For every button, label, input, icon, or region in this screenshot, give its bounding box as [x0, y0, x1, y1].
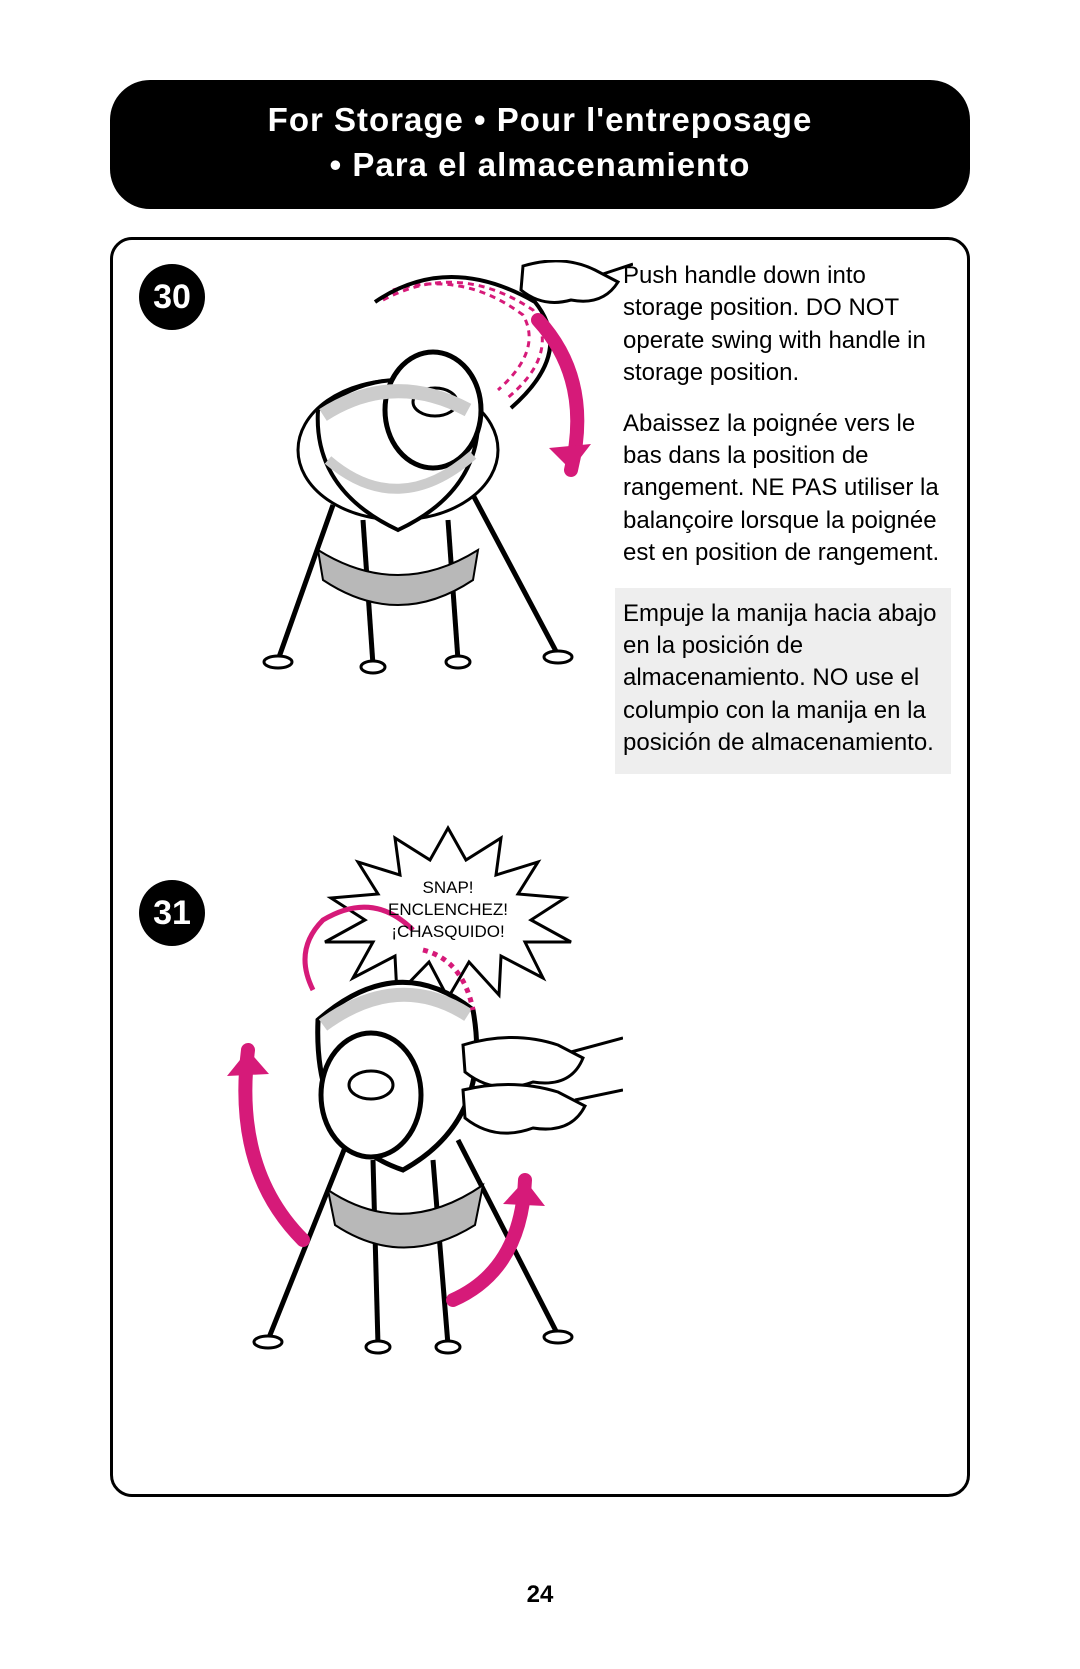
- snap-en: SNAP!: [422, 878, 473, 897]
- step-30-label: 30: [153, 278, 191, 317]
- header-line-1: For Storage • Pour l'entreposage: [268, 101, 813, 138]
- illustration-step-30: [223, 260, 633, 680]
- snap-fr: ENCLENCHEZ!: [388, 900, 508, 919]
- header-line-2: • Para el almacenamiento: [330, 146, 751, 183]
- page-number-value: 24: [527, 1581, 554, 1608]
- instruction-text-es: Empuje la manija hacia abajo en la posic…: [615, 588, 951, 774]
- instruction-text-en: Push handle down into storage position. …: [623, 260, 943, 390]
- instruction-text-column: Push handle down into storage position. …: [623, 260, 943, 791]
- page-number: 24: [0, 1581, 1080, 1609]
- snap-es: ¡CHASQUIDO!: [391, 922, 504, 941]
- instruction-panel: 30: [110, 237, 970, 1497]
- section-header: For Storage • Pour l'entreposage • Para …: [110, 80, 970, 209]
- step-number-30: 30: [139, 264, 205, 330]
- instruction-text-fr: Abaissez la poignée vers le bas dans la …: [623, 408, 943, 570]
